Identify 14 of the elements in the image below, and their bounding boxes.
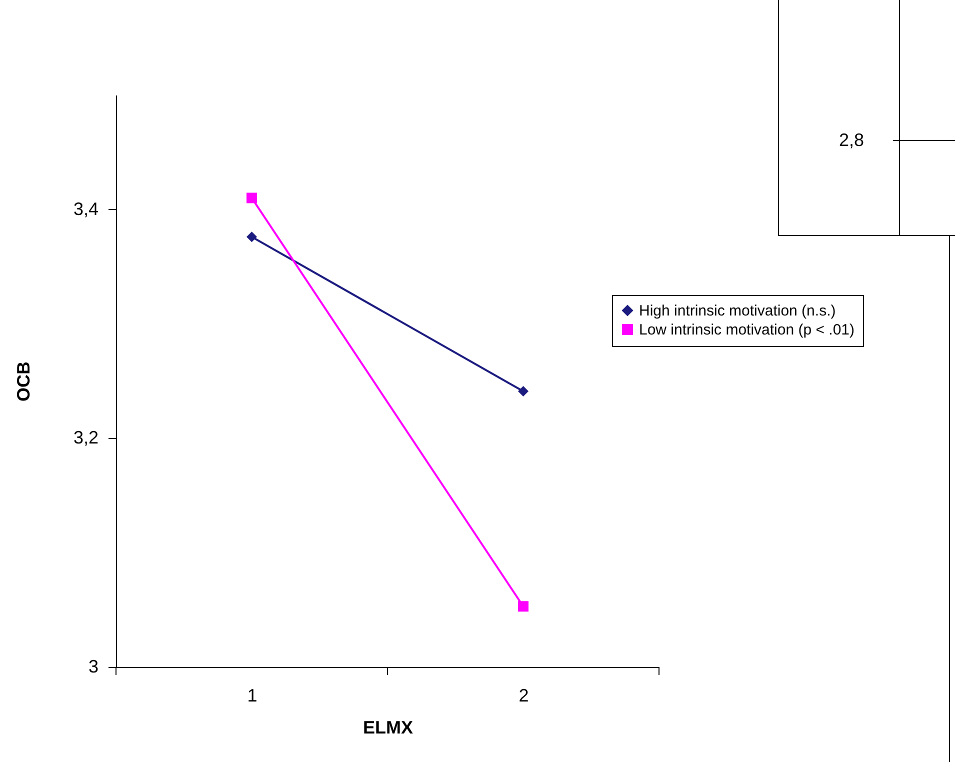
x-tick-label: 2 [518,686,529,706]
point [246,232,257,242]
partial-panel: 2,8 [778,0,955,236]
point [518,601,528,612]
x-tick-label: 1 [247,686,258,706]
y-tick-label: 3,2 [73,428,98,448]
point [518,386,528,397]
legend-label: High intrinsic motivation (n.s.) [639,302,836,320]
point [246,192,257,204]
legend-label: Low intrinsic motivation (p < .01) [639,322,855,338]
y-axis-title: OCB [13,362,34,402]
y-tick-label: 3,4 [73,198,98,219]
x-axis-title: ELMX [362,718,414,738]
y-tick-label: 3 [88,656,98,676]
